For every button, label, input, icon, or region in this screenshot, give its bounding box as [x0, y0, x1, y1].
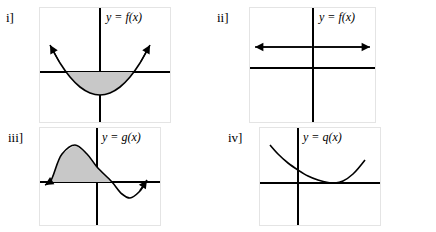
- svg-text:ii]: ii]: [217, 10, 229, 25]
- svg-text:iv]: iv]: [228, 130, 242, 145]
- svg-text:iii]: iii]: [8, 130, 23, 145]
- svg-text:y = f(x): y = f(x): [105, 10, 142, 24]
- svg-text:i]: i]: [6, 10, 14, 25]
- svg-text:y = q(x): y = q(x): [302, 130, 342, 144]
- svg-text:y = f(x): y = f(x): [318, 10, 355, 24]
- svg-text:y = g(x): y = g(x): [101, 130, 141, 144]
